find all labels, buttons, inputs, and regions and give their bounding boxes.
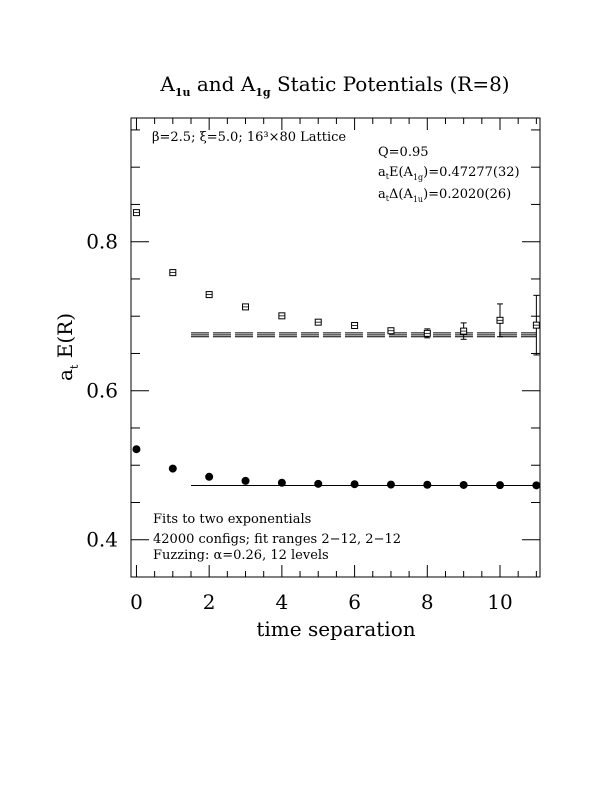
y-tick-labels: 0.4 0.6 0.8 xyxy=(86,230,118,552)
y-axis-label: at E(R) xyxy=(53,313,81,381)
gap-annotation: atΔ(A1u)=0.2020(26) xyxy=(378,187,511,204)
data-point-a1g xyxy=(386,480,395,489)
y-tick-label: 0.4 xyxy=(86,528,118,552)
lattice-annotation: β=2.5; ξ=5.0; 16³×80 Lattice xyxy=(152,130,346,145)
fits-annotation: Fits to two exponentials xyxy=(153,512,311,527)
q-annotation: Q=0.95 xyxy=(378,145,429,160)
x-tick-label: 10 xyxy=(487,590,512,614)
fuzzing-annotation: Fuzzing: α=0.26, 12 levels xyxy=(153,548,329,563)
x-tick-label: 8 xyxy=(421,590,434,614)
x-tick-labels: 0 2 4 6 8 10 xyxy=(130,590,513,614)
y-tick-label: 0.8 xyxy=(86,230,118,254)
fit-bands xyxy=(190,332,537,487)
data-point-a1g xyxy=(350,480,359,489)
data-points xyxy=(132,209,541,490)
energy-annotation: atE(A1g)=0.47277(32) xyxy=(378,165,520,182)
axis-ticks xyxy=(131,118,540,578)
y-tick-label: 0.6 xyxy=(86,379,118,403)
x-tick-label: 0 xyxy=(130,590,143,614)
data-point-a1g xyxy=(423,480,432,489)
x-tick-label: 2 xyxy=(203,590,216,614)
data-point-a1g xyxy=(132,445,141,454)
data-point-a1g xyxy=(205,472,214,481)
data-point-a1g xyxy=(532,481,541,490)
data-point-a1g xyxy=(459,480,468,489)
x-tick-label: 4 xyxy=(276,590,289,614)
configs-annotation: 42000 configs; fit ranges 2−12, 2−12 xyxy=(153,532,401,547)
chart-title: A1u and A1g Static Potentials (R=8) xyxy=(159,72,509,99)
data-point-a1g xyxy=(168,464,177,473)
data-point-a1g xyxy=(277,478,286,487)
data-point-a1g xyxy=(314,479,323,488)
data-point-a1g xyxy=(496,481,505,490)
x-tick-label: 6 xyxy=(348,590,361,614)
x-axis-label: time separation xyxy=(256,617,415,641)
data-point-a1g xyxy=(241,476,250,485)
plot-frame xyxy=(130,117,541,578)
